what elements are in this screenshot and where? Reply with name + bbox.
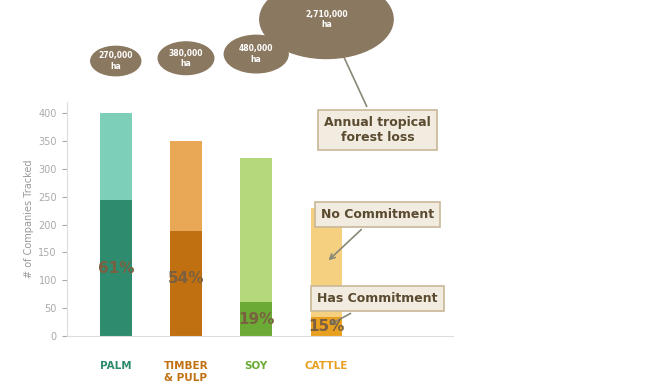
Text: 380,000
ha: 380,000 ha	[168, 48, 203, 68]
Text: 54%: 54%	[168, 271, 204, 286]
Bar	[310, 208, 342, 317]
Y-axis label: # of Companies Tracked: # of Companies Tracked	[24, 160, 34, 278]
Bar	[170, 141, 202, 231]
Bar	[100, 200, 132, 336]
Bar	[240, 302, 272, 336]
Text: 19%: 19%	[238, 312, 274, 327]
Bar	[170, 231, 202, 336]
Text: 2,710,000
ha: 2,710,000 ha	[305, 10, 348, 29]
Bar	[240, 158, 272, 302]
Text: No Commitment: No Commitment	[321, 208, 434, 259]
Text: Has Commitment: Has Commitment	[317, 292, 438, 324]
Bar	[100, 113, 132, 200]
Bar	[310, 317, 342, 336]
Text: 480,000
ha: 480,000 ha	[239, 44, 274, 64]
Text: 15%: 15%	[308, 319, 344, 334]
Text: 61%: 61%	[97, 261, 134, 276]
Text: 270,000
ha: 270,000 ha	[99, 51, 133, 71]
Text: Annual tropical
forest loss: Annual tropical forest loss	[324, 23, 431, 144]
